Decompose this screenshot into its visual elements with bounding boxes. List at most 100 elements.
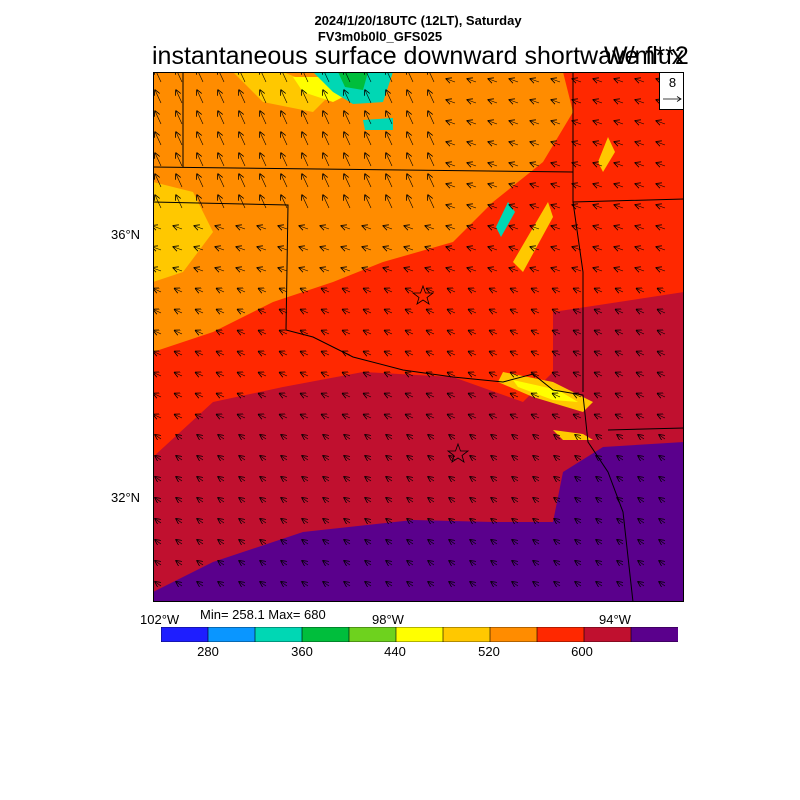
wind-arrow xyxy=(384,247,393,250)
wind-arrow xyxy=(259,310,267,313)
wind-arrow xyxy=(258,268,267,271)
wind-arrow xyxy=(594,184,603,187)
wind-arrow xyxy=(489,247,498,250)
wind-arrow xyxy=(491,519,498,523)
wind-arrow xyxy=(512,435,519,439)
wind-arrow xyxy=(552,247,561,250)
wind-arrow xyxy=(510,163,519,166)
wind-arrow xyxy=(470,456,477,460)
wind-arrow xyxy=(468,121,477,124)
wind-arrow xyxy=(302,540,309,544)
wind-arrow xyxy=(302,456,309,460)
wind-arrow xyxy=(617,561,624,565)
wind-arrow xyxy=(573,163,582,166)
wind-arrow xyxy=(447,100,456,103)
wind-arrow xyxy=(280,415,288,418)
wind-arrow xyxy=(365,540,372,544)
wind-arrow xyxy=(428,111,435,125)
colorbar-swatch xyxy=(207,627,256,642)
wind-arrow xyxy=(596,519,603,523)
wind-arrow xyxy=(616,352,624,355)
wind-arrow xyxy=(343,373,351,376)
wind-arrow xyxy=(321,226,330,229)
wind-arrow xyxy=(575,540,582,544)
wind-arrow xyxy=(615,121,624,124)
wind-arrow xyxy=(573,100,582,103)
wind-arrow xyxy=(532,352,540,355)
wind-arrow xyxy=(344,519,351,523)
wind-arrow xyxy=(531,100,540,103)
wind-arrow xyxy=(575,582,582,586)
wind-arrow xyxy=(490,373,498,376)
wind-arrow xyxy=(281,153,288,167)
wind-arrow xyxy=(218,174,225,188)
wind-arrow xyxy=(155,540,162,544)
wind-arrow xyxy=(176,195,183,209)
wind-arrow xyxy=(364,310,372,313)
wind-arrow xyxy=(196,394,204,397)
wind-arrow xyxy=(364,352,372,355)
wind-arrow xyxy=(217,415,225,418)
wind-arrow xyxy=(218,195,225,209)
colorbar-label-360: 360 xyxy=(291,644,313,659)
wind-arrow xyxy=(470,582,477,586)
wind-arrow xyxy=(554,435,561,439)
wind-arrow xyxy=(407,582,414,586)
wind-arrow xyxy=(552,184,561,187)
wind-arrow xyxy=(596,498,603,502)
wind-arrow xyxy=(323,195,330,209)
wind-arrow xyxy=(512,561,519,565)
wind-arrow xyxy=(321,247,330,250)
cloud-streak-east-core xyxy=(513,380,578,402)
wind-arrow xyxy=(575,561,582,565)
wind-arrow xyxy=(281,498,288,502)
wind-arrow xyxy=(449,519,456,523)
wind-arrow xyxy=(553,289,561,292)
wind-arrow xyxy=(323,477,330,481)
wind-arrow xyxy=(658,310,666,313)
wind-arrow xyxy=(531,247,540,250)
wind-arrow xyxy=(323,90,330,104)
wind-arrow xyxy=(552,163,561,166)
wind-arrow xyxy=(175,289,183,292)
wind-arrow xyxy=(302,132,309,146)
wind-arrow xyxy=(532,415,540,418)
wind-arrow xyxy=(616,289,624,292)
wind-arrow xyxy=(155,195,162,209)
wind-arrow xyxy=(217,352,225,355)
wind-arrow xyxy=(239,561,246,565)
wind-arrow xyxy=(217,289,225,292)
wind-arrow xyxy=(176,153,183,167)
wind-arrow xyxy=(510,121,519,124)
wind-arrow xyxy=(218,498,225,502)
wind-arrow xyxy=(468,247,477,250)
wind-arrow xyxy=(218,435,225,439)
wind-arrow xyxy=(657,268,666,271)
flux-region-gold-west xyxy=(153,182,213,282)
wind-arrow xyxy=(239,111,246,125)
wind-arrow xyxy=(195,247,204,250)
wind-arrow xyxy=(323,435,330,439)
wind-arrow xyxy=(616,373,624,376)
city-marker-north xyxy=(411,284,435,305)
wind-arrow xyxy=(448,373,456,376)
wind-arrow xyxy=(406,394,414,397)
wind-arrow xyxy=(510,79,519,82)
wind-arrow xyxy=(218,90,225,104)
wind-arrow xyxy=(386,195,393,209)
wind-arrow xyxy=(258,226,267,229)
wind-arrow xyxy=(322,373,330,376)
wind-arrow xyxy=(385,415,393,418)
wind-arrow xyxy=(449,435,456,439)
wind-arrow xyxy=(489,226,498,229)
wind-arrow xyxy=(364,331,372,334)
wind-arrow xyxy=(155,132,162,146)
wind-arrow xyxy=(386,498,393,502)
wind-arrow xyxy=(657,121,666,124)
wind-arrow xyxy=(449,477,456,481)
wind-arrow xyxy=(175,331,183,334)
wind-arrow xyxy=(239,519,246,523)
wind-arrow xyxy=(323,174,330,188)
wind-arrow xyxy=(659,582,666,586)
wind-arrow xyxy=(344,90,351,104)
